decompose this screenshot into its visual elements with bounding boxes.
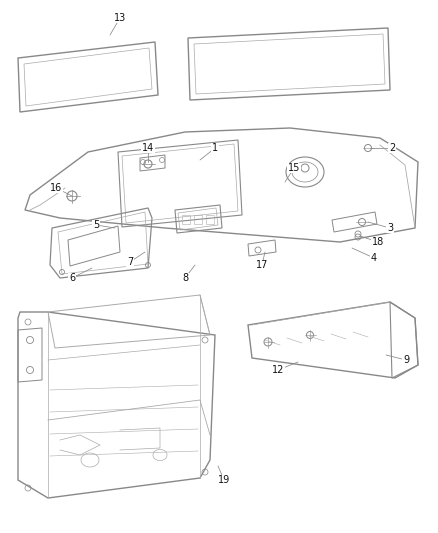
Text: 7: 7 [127, 257, 133, 267]
Text: 1: 1 [212, 143, 218, 153]
Text: 16: 16 [50, 183, 62, 193]
Text: 15: 15 [288, 163, 300, 173]
Text: 4: 4 [371, 253, 377, 263]
Text: 6: 6 [69, 273, 75, 283]
Text: 9: 9 [403, 355, 409, 365]
Text: 18: 18 [372, 237, 384, 247]
Text: 5: 5 [93, 220, 99, 230]
Text: 12: 12 [272, 365, 284, 375]
Text: 3: 3 [387, 223, 393, 233]
Text: 13: 13 [114, 13, 126, 23]
Text: 17: 17 [256, 260, 268, 270]
Text: 2: 2 [389, 143, 395, 153]
Text: 8: 8 [182, 273, 188, 283]
Text: 19: 19 [218, 475, 230, 485]
Text: 14: 14 [142, 143, 154, 153]
